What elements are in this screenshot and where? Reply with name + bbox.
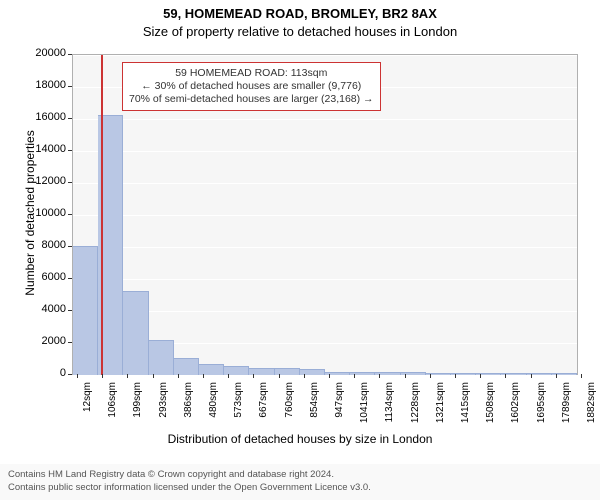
x-tick-label: 1415sqm: [460, 382, 471, 437]
y-tick-label: 4000: [26, 303, 66, 315]
x-tick-mark: [279, 374, 280, 378]
y-tick-label: 8000: [26, 239, 66, 251]
x-tick-mark: [531, 374, 532, 378]
footer-line-1: Contains HM Land Registry data © Crown c…: [8, 469, 592, 482]
x-tick-mark: [102, 374, 103, 378]
x-tick-mark: [354, 374, 355, 378]
grid-line: [73, 215, 577, 216]
x-tick-mark: [153, 374, 154, 378]
x-tick-label: 1602sqm: [510, 382, 521, 437]
y-tick-mark: [68, 54, 72, 55]
annotation-line-1: 59 HOMEMEAD ROAD: 113sqm: [129, 67, 374, 80]
y-tick-mark: [68, 182, 72, 183]
page-subtitle: Size of property relative to detached ho…: [0, 24, 600, 39]
footer-line-2: Contains public sector information licen…: [8, 482, 592, 495]
y-tick-label: 6000: [26, 271, 66, 283]
page-title: 59, HOMEMEAD ROAD, BROMLEY, BR2 8AX: [0, 6, 600, 21]
x-tick-label: 1695sqm: [536, 382, 547, 437]
grid-line: [73, 279, 577, 280]
grid-line: [73, 151, 577, 152]
x-tick-mark: [405, 374, 406, 378]
y-tick-mark: [68, 246, 72, 247]
annotation-line-3: 70% of semi-detached houses are larger (…: [129, 93, 374, 106]
x-tick-mark: [77, 374, 78, 378]
y-tick-label: 20000: [26, 47, 66, 59]
x-tick-label: 760sqm: [284, 382, 295, 437]
x-tick-label: 854sqm: [309, 382, 320, 437]
grid-line: [73, 119, 577, 120]
x-tick-label: 12sqm: [82, 382, 93, 437]
histogram-bar: [149, 340, 174, 375]
y-tick-mark: [68, 150, 72, 151]
grid-line: [73, 183, 577, 184]
x-tick-mark: [178, 374, 179, 378]
y-tick-mark: [68, 310, 72, 311]
x-tick-mark: [581, 374, 582, 378]
grid-line: [73, 311, 577, 312]
y-tick-mark: [68, 214, 72, 215]
annotation-line-2: ← 30% of detached houses are smaller (9,…: [129, 80, 374, 93]
y-tick-label: 2000: [26, 335, 66, 347]
grid-line: [73, 375, 577, 376]
annotation-box: 59 HOMEMEAD ROAD: 113sqm← 30% of detache…: [122, 62, 381, 111]
y-tick-mark: [68, 374, 72, 375]
y-tick-label: 10000: [26, 207, 66, 219]
x-tick-label: 1228sqm: [410, 382, 421, 437]
x-tick-label: 480sqm: [208, 382, 219, 437]
histogram-bar: [123, 291, 148, 375]
x-tick-label: 386sqm: [183, 382, 194, 437]
x-tick-label: 1041sqm: [359, 382, 370, 437]
y-tick-mark: [68, 118, 72, 119]
y-tick-label: 14000: [26, 143, 66, 155]
x-tick-label: 199sqm: [132, 382, 143, 437]
y-tick-mark: [68, 342, 72, 343]
x-tick-label: 106sqm: [107, 382, 118, 437]
y-tick-label: 18000: [26, 79, 66, 91]
x-tick-mark: [329, 374, 330, 378]
x-tick-label: 1134sqm: [384, 382, 395, 437]
y-tick-mark: [68, 86, 72, 87]
x-tick-mark: [127, 374, 128, 378]
histogram-bar: [73, 246, 98, 375]
x-tick-label: 667sqm: [258, 382, 269, 437]
x-tick-mark: [430, 374, 431, 378]
x-tick-mark: [505, 374, 506, 378]
y-tick-mark: [68, 278, 72, 279]
x-tick-label: 573sqm: [233, 382, 244, 437]
x-tick-label: 1882sqm: [586, 382, 597, 437]
x-tick-mark: [379, 374, 380, 378]
x-tick-mark: [203, 374, 204, 378]
y-tick-label: 16000: [26, 111, 66, 123]
x-tick-label: 1508sqm: [485, 382, 496, 437]
footer: Contains HM Land Registry data © Crown c…: [0, 464, 600, 500]
x-tick-mark: [228, 374, 229, 378]
x-tick-mark: [556, 374, 557, 378]
x-tick-mark: [253, 374, 254, 378]
x-tick-label: 947sqm: [334, 382, 345, 437]
x-tick-mark: [480, 374, 481, 378]
y-tick-label: 0: [26, 367, 66, 379]
grid-line: [73, 247, 577, 248]
x-tick-label: 1321sqm: [435, 382, 446, 437]
x-tick-mark: [304, 374, 305, 378]
x-tick-mark: [455, 374, 456, 378]
marker-line: [101, 55, 103, 375]
y-tick-label: 12000: [26, 175, 66, 187]
x-tick-label: 293sqm: [158, 382, 169, 437]
x-tick-label: 1789sqm: [561, 382, 572, 437]
grid-line: [73, 55, 577, 56]
histogram-bar: [174, 358, 199, 375]
